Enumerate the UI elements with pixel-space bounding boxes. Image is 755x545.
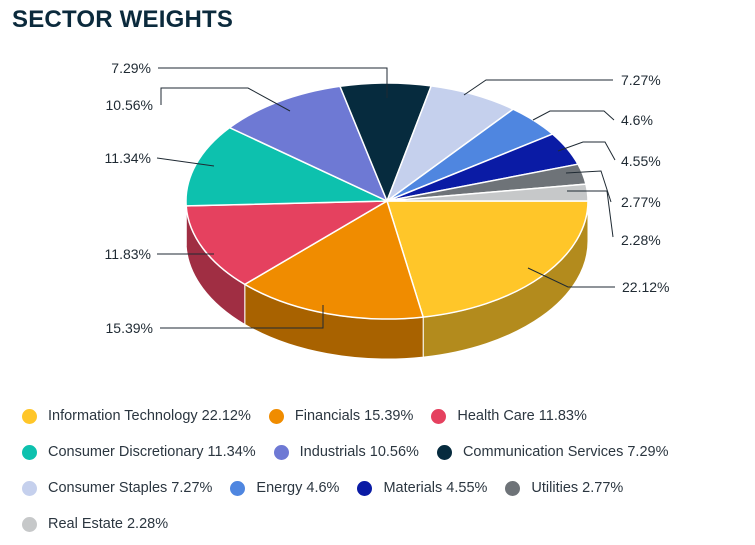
legend-item-consumer-staples[interactable]: Consumer Staples 7.27% xyxy=(22,480,212,496)
legend-row: Consumer Discretionary 11.34% Industrials… xyxy=(22,434,742,470)
callout-line-energy xyxy=(532,110,615,121)
legend-swatch-icon xyxy=(431,408,447,424)
legend-item-consumer-discretionary[interactable]: Consumer Discretionary 11.34% xyxy=(22,444,256,460)
legend-label: Utilities 2.77% xyxy=(531,480,624,496)
data-label-information-technology: 22.12% xyxy=(622,279,669,295)
data-label-materials: 4.55% xyxy=(621,153,661,169)
callout-line-communication-services xyxy=(158,67,388,98)
chart-title: SECTOR WEIGHTS xyxy=(12,6,234,33)
pie-slice-consumer-discretionary xyxy=(185,126,388,207)
data-label-real-estate: 2.28% xyxy=(621,232,661,248)
legend-swatch-icon xyxy=(22,444,37,460)
legend-swatch-icon xyxy=(505,480,521,496)
legend-label: Industrials 10.56% xyxy=(299,444,419,460)
pie-slice-real-estate xyxy=(386,183,589,202)
legend-swatch-icon xyxy=(22,480,37,496)
legend-item-real-estate[interactable]: Real Estate 2.28% xyxy=(22,516,168,532)
data-label-health-care: 11.83% xyxy=(105,246,151,262)
legend-swatch-icon xyxy=(268,408,284,424)
legend-item-financials[interactable]: Financials 15.39% xyxy=(268,408,414,424)
data-label-energy: 4.6% xyxy=(621,112,653,128)
legend-item-industrials[interactable]: Industrials 10.56% xyxy=(273,444,419,460)
legend-item-utilities[interactable]: Utilities 2.77% xyxy=(505,480,623,496)
pie-chart: 22.12% 15.39% 11.83% 11.34% 10.56% 7.29% 7.27%… xyxy=(105,60,670,360)
data-label-industrials: 10.56% xyxy=(106,97,153,113)
callout-line-industrials xyxy=(160,87,291,112)
legend: Information Technology 22.12% Financials … xyxy=(22,398,742,542)
pie-callouts: 22.12% 15.39% 11.83% 11.34% 10.56% 7.29% 7.27%… xyxy=(105,60,670,336)
legend-row: Real Estate 2.28% xyxy=(22,506,742,542)
pie-slice-industrials xyxy=(228,85,388,202)
legend-label: Financials 15.39% xyxy=(294,408,414,424)
legend-item-materials[interactable]: Materials 4.55% xyxy=(357,480,487,496)
legend-label: Health Care 11.83% xyxy=(457,408,587,424)
legend-item-health-care[interactable]: Health Care 11.83% xyxy=(431,408,587,424)
legend-label: Consumer Discretionary 11.34% xyxy=(48,444,256,460)
legend-row: Information Technology 22.12% Financials … xyxy=(22,398,742,434)
legend-label: Communication Services 7.29% xyxy=(462,444,669,460)
legend-row: Consumer Staples 7.27% Energy 4.6% Materia… xyxy=(22,470,742,506)
data-label-utilities: 2.77% xyxy=(621,194,661,210)
legend-swatch-icon xyxy=(230,480,246,496)
callout-line-real-estate xyxy=(567,190,614,238)
legend-swatch-icon xyxy=(357,480,373,496)
legend-label: Consumer Staples 7.27% xyxy=(48,480,213,496)
legend-label: Information Technology 22.12% xyxy=(48,408,251,424)
legend-label: Materials 4.55% xyxy=(383,480,488,496)
legend-swatch-icon xyxy=(22,408,37,424)
legend-item-information-technology[interactable]: Information Technology 22.12% xyxy=(22,408,251,424)
callout-line-utilities xyxy=(565,170,612,203)
callout-line-information-technology xyxy=(527,267,615,288)
data-label-consumer-discretionary: 11.34% xyxy=(105,150,151,166)
legend-swatch-icon xyxy=(273,444,289,460)
legend-label: Real Estate 2.28% xyxy=(48,516,169,532)
callout-line-financials xyxy=(160,305,324,329)
legend-item-communication-services[interactable]: Communication Services 7.29% xyxy=(436,444,669,460)
data-label-consumer-staples: 7.27% xyxy=(621,72,661,88)
legend-label: Energy 4.6% xyxy=(256,480,340,496)
data-label-financials: 15.39% xyxy=(106,320,153,336)
callout-line-materials xyxy=(557,141,616,161)
pie-slice-financials xyxy=(244,200,424,320)
pie-slice-health-care xyxy=(185,200,388,286)
pie-slice-information-technology xyxy=(386,200,589,318)
legend-swatch-icon xyxy=(22,516,37,532)
legend-item-energy[interactable]: Energy 4.6% xyxy=(230,480,339,496)
callout-line-consumer-discretionary xyxy=(156,157,215,167)
callout-line-consumer-staples xyxy=(463,79,613,96)
pie-tops xyxy=(185,82,589,320)
data-label-communication-services: 7.29% xyxy=(111,60,151,76)
legend-swatch-icon xyxy=(436,444,452,460)
